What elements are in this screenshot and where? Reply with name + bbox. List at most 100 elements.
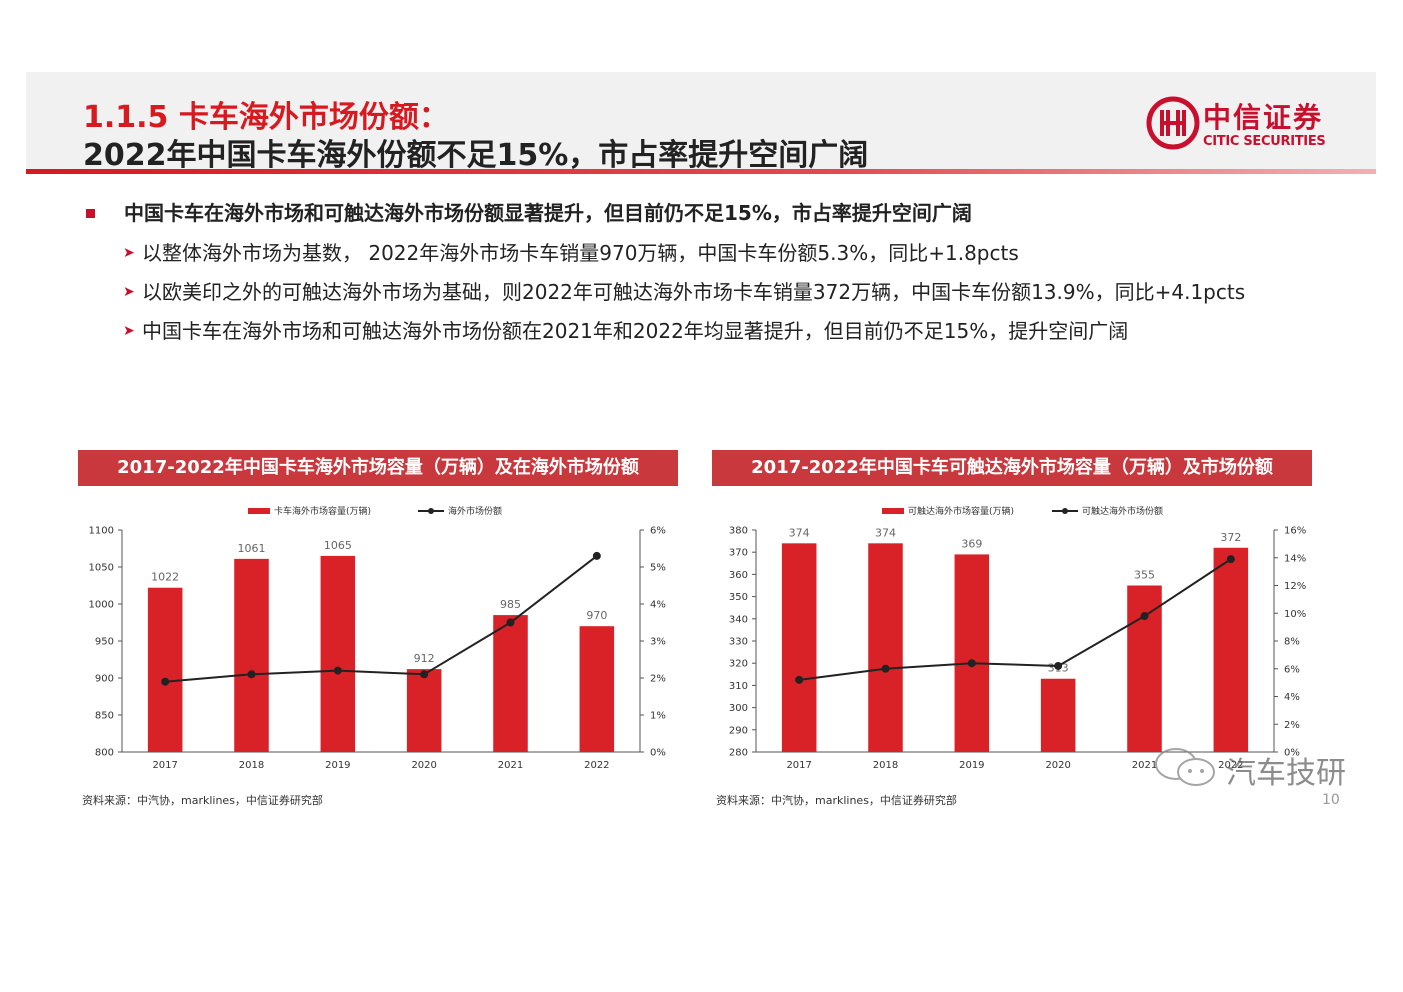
chart-panel-reachable: 2017-2022年中国卡车可触达海外市场容量（万辆）及市场份额 可触达海外市场…: [712, 450, 1312, 810]
y-tick-label: 900: [95, 674, 114, 685]
x-tick-label: 2017: [152, 760, 177, 771]
legend-label: 可触达海外市场份额: [1082, 505, 1163, 517]
share-point: [420, 670, 429, 679]
x-tick-label: 2018: [873, 760, 898, 771]
bar-data-label: 372: [1220, 531, 1241, 544]
main-bullet-text: 中国卡车在海外市场和可触达海外市场份额显著提升，但目前仍不足15%，市占率提升空…: [124, 201, 972, 225]
bar: [579, 626, 615, 752]
y2-tick-label: 4%: [650, 600, 666, 611]
bar: [493, 615, 528, 752]
y-tick-label: 950: [95, 637, 114, 648]
y-tick-label: 1050: [89, 563, 114, 574]
bar: [320, 555, 356, 752]
share-point: [161, 677, 170, 686]
citic-logo: 中信证券 CITIC SECURITIES: [1146, 96, 1346, 154]
x-tick-label: 2022: [584, 760, 609, 771]
arrow-bullet-icon: ➤: [123, 284, 135, 300]
arrow-bullet-icon: ➤: [123, 323, 135, 339]
bar-data-label: 1061: [238, 542, 266, 555]
x-tick-label: 2020: [411, 760, 436, 771]
bar: [406, 669, 442, 752]
share-line: [165, 555, 598, 683]
y-tick-label: 300: [729, 703, 748, 714]
y2-tick-label: 0%: [1284, 748, 1300, 759]
x-tick-label: 2021: [1132, 760, 1157, 771]
chart-source: 资料来源：中汽协，marklines，中信证券研究部: [716, 794, 957, 807]
bar: [868, 543, 903, 752]
y2-tick-label: 1%: [650, 711, 666, 722]
legend-line-marker: [428, 508, 434, 514]
chart-title: 2017-2022年中国卡车可触达海外市场容量（万辆）及市场份额: [712, 450, 1312, 486]
bar-data-label: 1022: [151, 571, 179, 584]
sub-bullet: ➤ 以欧美印之外的可触达海外市场为基础，则2022年可触达海外市场卡车销量372…: [84, 279, 1354, 306]
y2-tick-label: 12%: [1284, 581, 1306, 592]
watermark: 汽车技研: [1152, 742, 1362, 792]
share-point: [333, 666, 342, 675]
y-tick-label: 280: [729, 748, 748, 759]
bar: [1040, 678, 1076, 752]
chart-panel-overseas: 2017-2022年中国卡车海外市场容量（万辆）及在海外市场份额 卡车海外市场容…: [78, 450, 678, 810]
page-number: 10: [1322, 792, 1340, 808]
logo-english-name: CITIC SECURITIES: [1203, 134, 1326, 149]
share-point: [592, 551, 601, 560]
logo-chinese-name: 中信证券: [1203, 101, 1324, 134]
chart-title: 2017-2022年中国卡车海外市场容量（万辆）及在海外市场份额: [78, 450, 678, 486]
x-tick-label: 2022: [1218, 760, 1243, 771]
chart-reachable-market: 可触达海外市场容量(万辆) 可触达海外市场份额 280 290 300 310 320 330…: [729, 505, 1306, 771]
bar-data-label: 912: [414, 652, 435, 665]
bar: [1127, 585, 1162, 752]
y-tick-label: 330: [729, 637, 748, 648]
y-tick-label: 850: [95, 711, 114, 722]
share-point: [795, 675, 804, 684]
y-tick-label: 320: [729, 659, 748, 670]
header-band: 1.1.5 卡车海外市场份额： 2022年中国卡车海外份额不足15%，市占率提升…: [26, 72, 1376, 173]
y2-tick-label: 3%: [650, 637, 666, 648]
watermark-text: 汽车技研: [1226, 756, 1346, 791]
bar-data-label: 374: [875, 526, 896, 539]
sub-bullet-text: 中国卡车在海外市场和可触达海外市场份额在2021年和2022年均显著提升，但目前…: [142, 319, 1129, 343]
sub-bullet: ➤ 以整体海外市场为基数， 2022年海外市场卡车销量970万辆，中国卡车份额5…: [84, 240, 1354, 267]
x-tick-label: 2021: [498, 760, 523, 771]
bar: [234, 558, 269, 752]
y-tick-label: 1100: [89, 526, 114, 537]
y-tick-label: 340: [729, 614, 748, 625]
sub-bullet-text: 以欧美印之外的可触达海外市场为基础，则2022年可触达海外市场卡车销量372万辆…: [142, 280, 1246, 304]
y-tick-label: 350: [729, 592, 748, 603]
y-tick-label: 380: [729, 526, 748, 537]
y-tick-label: 310: [729, 681, 748, 692]
y-tick-label: 370: [729, 548, 748, 559]
bar: [147, 587, 183, 752]
bar: [954, 554, 990, 752]
y2-tick-label: 8%: [1284, 637, 1300, 648]
header-divider: [26, 169, 1376, 174]
x-tick-label: 2017: [786, 760, 811, 771]
share-point: [506, 618, 515, 627]
y2-tick-label: 5%: [650, 563, 666, 574]
bar: [1213, 547, 1249, 752]
share-point: [247, 670, 256, 679]
share-point: [1054, 661, 1063, 670]
y-tick-label: 1000: [89, 600, 114, 611]
bar-data-label: 369: [961, 537, 982, 550]
chart-overseas-market: 卡车海外市场容量(万辆) 海外市场份额 800 850 900 950 1000 1050 11…: [89, 505, 666, 771]
x-tick-label: 2018: [239, 760, 264, 771]
legend-bar-swatch: [882, 508, 904, 514]
y2-tick-label: 6%: [650, 526, 666, 537]
page-title: 2022年中国卡车海外份额不足15%，市占率提升空间广阔: [83, 138, 869, 173]
legend-label: 卡车海外市场容量(万辆): [274, 505, 371, 517]
legend-label: 海外市场份额: [448, 505, 502, 517]
share-point: [881, 664, 890, 673]
share-line: [799, 558, 1232, 681]
legend-label: 可触达海外市场容量(万辆): [908, 505, 1014, 517]
bullet-list: 中国卡车在海外市场和可触达海外市场份额显著提升，但目前仍不足15%，市占率提升空…: [84, 198, 1354, 345]
chart-source: 资料来源：中汽协，marklines，中信证券研究部: [82, 794, 323, 807]
sub-bullet: ➤ 中国卡车在海外市场和可触达海外市场份额在2021年和2022年均显著提升，但…: [84, 318, 1354, 345]
citic-emblem-icon: [1146, 96, 1200, 150]
x-tick-label: 2019: [325, 760, 350, 771]
bar-data-label: 374: [789, 526, 810, 539]
bar-data-label: 1065: [324, 539, 352, 552]
y2-tick-label: 14%: [1284, 553, 1306, 564]
y2-tick-label: 2%: [650, 674, 666, 685]
x-tick-label: 2020: [1045, 760, 1070, 771]
bar-data-label: 985: [500, 598, 521, 611]
